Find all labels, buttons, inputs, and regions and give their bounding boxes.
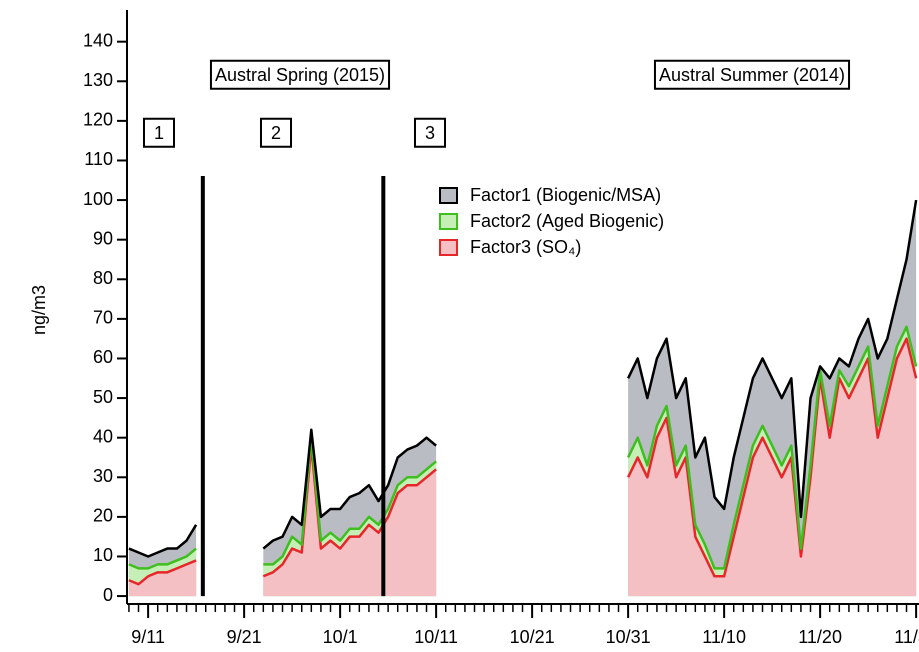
x-tick-label: 11/30: [894, 627, 919, 647]
annotation-box: [209, 59, 391, 90]
series-line: [128, 325, 918, 570]
x-tick-label: 10/31: [606, 627, 651, 647]
y-tick-label: 50: [93, 387, 113, 407]
y-tick-label: 120: [83, 110, 113, 130]
legend-label: Factor1 (Biogenic/MSA): [470, 185, 661, 205]
x-tick-label: 11/10: [702, 627, 746, 647]
y-tick-label: 20: [93, 506, 113, 526]
y-tick-label: 90: [93, 228, 113, 248]
series-line: [128, 337, 918, 586]
x-tick-label: 10/1: [323, 627, 358, 647]
legend-swatch: [439, 213, 458, 230]
y-tick-label: 130: [83, 70, 113, 90]
annotation: 2: [271, 123, 281, 143]
y-tick-label: 30: [93, 466, 113, 486]
area-fill: [128, 338, 917, 597]
y-axis-label: ng/m3: [29, 285, 49, 335]
y-tick-label: 0: [103, 585, 113, 605]
x-tick-label: 9/21: [227, 627, 262, 647]
annotation: 3: [425, 123, 435, 143]
annotation-box: [142, 117, 176, 148]
x-tick-label: 11/20: [798, 627, 842, 647]
legend-swatch: [439, 187, 458, 204]
x-tick-label: 9/11: [131, 627, 165, 647]
y-tick-label: 80: [93, 268, 113, 288]
y-tick-label: 60: [93, 347, 113, 367]
series-line: [128, 199, 918, 558]
annotation-box: [413, 117, 447, 148]
y-tick-label: 10: [93, 545, 113, 565]
annotation: Austral Summer (2014): [659, 65, 845, 85]
legend-label: Factor3 (SO₄): [470, 237, 581, 257]
x-tick-label: 10/21: [510, 627, 555, 647]
annotation: 1: [154, 123, 164, 143]
y-tick-label: 100: [83, 189, 113, 209]
annotation-box: [259, 117, 293, 148]
annotation-box: [653, 59, 851, 90]
legend-swatch: [439, 239, 458, 256]
x-tick-label: 10/11: [414, 627, 458, 647]
y-tick-label: 140: [83, 30, 113, 50]
y-tick-label: 110: [84, 149, 113, 169]
y-tick-label: 70: [93, 308, 113, 328]
annotation: Austral Spring (2015): [215, 65, 385, 85]
y-tick-label: 40: [93, 426, 113, 446]
legend-label: Factor2 (Aged Biogenic): [470, 211, 664, 231]
